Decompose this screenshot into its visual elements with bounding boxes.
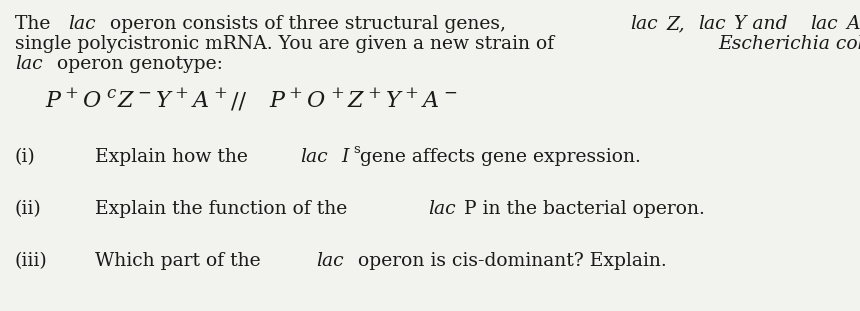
Text: lac: lac [698, 15, 726, 33]
Text: lac: lac [428, 200, 456, 218]
Text: (i): (i) [15, 148, 36, 166]
Text: −: − [444, 85, 458, 102]
Text: lac: lac [15, 55, 43, 73]
Text: c: c [106, 85, 115, 102]
Text: +: + [330, 85, 344, 102]
Text: P: P [269, 90, 284, 112]
Text: s: s [353, 143, 359, 156]
Text: +: + [288, 85, 302, 102]
Text: lac: lac [810, 15, 838, 33]
Text: +: + [175, 85, 188, 102]
Text: +: + [368, 85, 382, 102]
Text: (iii): (iii) [15, 252, 48, 270]
Text: I: I [335, 148, 349, 166]
Text: lac: lac [69, 15, 96, 33]
Text: Z,: Z, [666, 15, 691, 33]
Text: Y and: Y and [734, 15, 793, 33]
Text: A: A [193, 90, 209, 112]
Text: Y: Y [385, 90, 401, 112]
Text: operon genotype:: operon genotype: [51, 55, 223, 73]
Text: P: P [45, 90, 60, 112]
Text: Which part of the: Which part of the [95, 252, 267, 270]
Text: −: − [138, 85, 151, 102]
Text: single polycistronic mRNA. You are given a new strain of: single polycistronic mRNA. You are given… [15, 35, 560, 53]
Text: (ii): (ii) [15, 200, 42, 218]
Text: O: O [83, 90, 101, 112]
Text: Explain how the: Explain how the [95, 148, 254, 166]
Text: O: O [306, 90, 324, 112]
Text: Escherichia coli: Escherichia coli [718, 35, 860, 53]
Text: +: + [405, 85, 419, 102]
Text: lac: lac [316, 252, 344, 270]
Text: gene affects gene expression.: gene affects gene expression. [354, 148, 641, 166]
Text: A that are transcribed as a: A that are transcribed as a [846, 15, 860, 33]
Text: Y: Y [156, 90, 170, 112]
Text: operon consists of three structural genes,: operon consists of three structural gene… [104, 15, 512, 33]
Text: Z: Z [347, 90, 363, 112]
Text: +: + [213, 85, 227, 102]
Text: The: The [15, 15, 57, 33]
Text: lac: lac [630, 15, 658, 33]
Text: Z: Z [118, 90, 133, 112]
Text: +: + [64, 85, 78, 102]
Text: A: A [422, 90, 439, 112]
Text: lac: lac [300, 148, 328, 166]
Text: Explain the function of the: Explain the function of the [95, 200, 353, 218]
Text: operon is cis-dominant? Explain.: operon is cis-dominant? Explain. [352, 252, 666, 270]
Text: s: s [0, 310, 1, 311]
Text: //: // [231, 90, 261, 112]
Text: P in the bacterial operon.: P in the bacterial operon. [464, 200, 704, 218]
